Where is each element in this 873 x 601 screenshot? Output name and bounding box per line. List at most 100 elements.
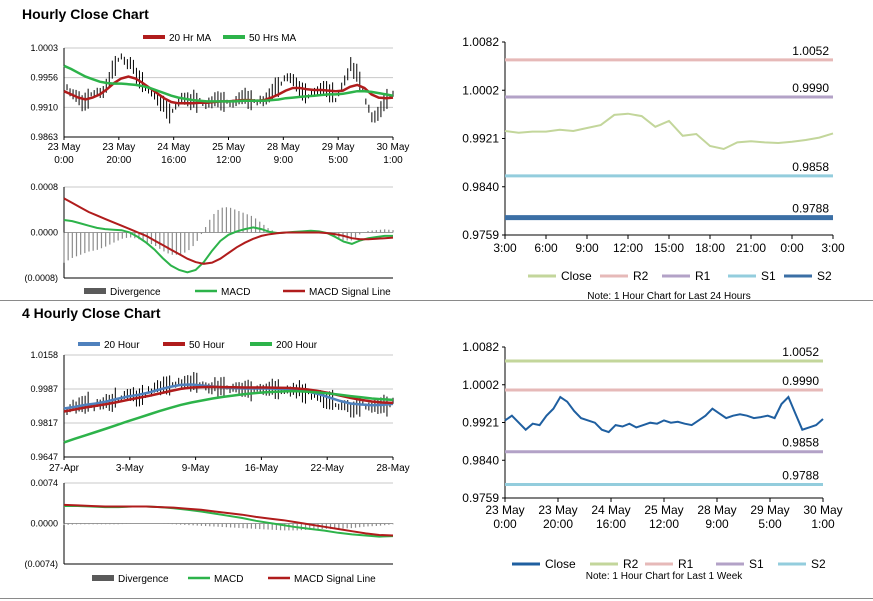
four-hourly-price-ytick: 0.9817 <box>30 418 58 428</box>
hourly-macd-series-macd <box>63 219 393 274</box>
hourly-levels-level-label-s1: 0.9858 <box>792 160 829 174</box>
hourly-price-xtick-date: 23 May <box>102 142 135 153</box>
hourly-macd-ytick: 0.0008 <box>30 182 58 192</box>
hourly-price-xtick-date: 23 May <box>48 142 81 153</box>
four-hourly-macd-series-macd-signal-line <box>63 503 394 537</box>
hourly-price-xtick-time: 0:00 <box>54 155 74 166</box>
hourly-levels-legend-r1-label: R1 <box>695 269 711 283</box>
hourly-levels-xtick: 0:00 <box>780 241 804 255</box>
four-hourly-macd-legend-macd-signal-line-label: MACD Signal Line <box>294 574 376 585</box>
four-hourly-levels-xtick-time: 12:00 <box>649 517 679 531</box>
hourly-levels-series-close <box>504 112 834 151</box>
four-hourly-price-ytick: 0.9987 <box>30 384 58 394</box>
hourly-macd-legend-macd-label: MACD <box>221 287 250 298</box>
hourly-price-xtick-date: 25 May <box>212 142 245 153</box>
hourly-levels-note: Note: 1 Hour Chart for Last 24 Hours <box>587 291 750 302</box>
four-hourly-levels-ytick: 1.0082 <box>462 340 499 354</box>
four-hourly-levels-legend-r2-label: R2 <box>623 557 639 571</box>
four-hourly-macd-ytick: 0.0000 <box>30 519 58 529</box>
hourly-price-xtick-time: 16:00 <box>161 155 186 166</box>
hourly-levels-ytick: 0.9921 <box>462 132 499 146</box>
four-hourly-macd-ytick: 0.0074 <box>30 478 58 488</box>
hourly-levels-xtick: 21:00 <box>736 241 766 255</box>
four-hourly-levels-xtick-date: 30 May <box>803 503 842 517</box>
four-hourly-levels-xtick-time: 20:00 <box>543 517 573 531</box>
hourly-levels-legend-r2-label: R2 <box>633 269 649 283</box>
hourly-levels-xtick: 6:00 <box>534 241 558 255</box>
hourly-macd-chart: 0.0008 0.0000 (0.0008) Divergence MACD MACD S… <box>24 182 394 298</box>
hourly-levels-level-label-s2: 0.9788 <box>792 202 829 216</box>
hourly-levels-chart: 1.0082 1.0002 0.9921 0.9840 0.9759 1.0052 0.99… <box>462 35 845 302</box>
four-hourly-section-title: 4 Hourly Close Chart <box>22 305 161 321</box>
four-hourly-levels-level-label-s1: 0.9858 <box>782 436 819 450</box>
hourly-macd-ytick: 0.0000 <box>30 228 58 238</box>
hourly-price-xtick-date: 28 May <box>267 142 300 153</box>
hourly-price-ytick: 0.9863 <box>30 132 58 142</box>
four-hourly-price-ytick: 0.9647 <box>30 452 58 462</box>
hourly-macd-legend-macd-signal-line-label: MACD Signal Line <box>309 287 391 298</box>
bottom-divider <box>0 598 873 599</box>
hourly-price-ytick: 0.9910 <box>30 102 58 112</box>
hourly-levels-ytick: 0.9840 <box>462 180 499 194</box>
hourly-levels-legend-s2-label: S2 <box>817 269 832 283</box>
hourly-macd-series-macd-signal-line <box>63 197 394 265</box>
hourly-price-legend-20hr-ma-label: 20 Hr MA <box>169 33 212 44</box>
hourly-price-xtick-time: 9:00 <box>274 155 294 166</box>
hourly-price-ytick: 1.0003 <box>30 43 58 53</box>
four-hourly-levels-xtick-date: 29 May <box>750 503 789 517</box>
four-hourly-levels-legend-r1-label: R1 <box>678 557 694 571</box>
four-hourly-price-xtick: 28-May <box>376 463 409 474</box>
four-hourly-levels-chart: 1.0082 1.0002 0.9921 0.9840 0.9759 1.0052 0.99… <box>462 340 842 582</box>
four-hourly-macd-legend-macd-label: MACD <box>214 574 243 585</box>
hourly-levels-ytick: 1.0002 <box>462 83 499 97</box>
hourly-macd-legend-divergence-label: Divergence <box>110 287 161 298</box>
four-hourly-macd-ytick: (0.0074) <box>24 559 58 569</box>
hourly-levels-ytick: 0.9759 <box>462 228 499 242</box>
hourly-levels-xtick: 15:00 <box>654 241 684 255</box>
four-hourly-levels-legend-close-label: Close <box>545 557 576 571</box>
four-hourly-levels-xtick-date: 25 May <box>644 503 683 517</box>
hourly-levels-legend-close-label: Close <box>561 269 592 283</box>
four-hourly-price-xtick: 22-May <box>311 463 344 474</box>
four-hourly-price-legend-50-hour-label: 50 Hour <box>189 340 225 351</box>
four-hourly-levels-xtick-time: 0:00 <box>493 517 517 531</box>
hourly-price-series-50-hrs-ma <box>63 64 394 103</box>
four-hourly-macd-chart: 0.0074 0.0000 (0.0074) Divergence MACD MACD S… <box>24 478 394 585</box>
four-hourly-macd-legend-divergence-label: Divergence <box>118 574 169 585</box>
four-hourly-price-xtick: 16-May <box>245 463 278 474</box>
hourly-levels-level-label-r1: 0.9990 <box>792 81 829 95</box>
four-hourly-levels-xtick-date: 23 May <box>485 503 524 517</box>
hourly-levels-level-label-r2: 1.0052 <box>792 44 829 58</box>
hourly-price-xtick-time: 20:00 <box>106 155 131 166</box>
four-hourly-levels-level-label-s2: 0.9788 <box>782 468 819 482</box>
four-hourly-price-legend-20-hour-label: 20 Hour <box>104 340 140 351</box>
four-hourly-levels-xtick-date: 23 May <box>538 503 577 517</box>
section-divider <box>0 300 873 301</box>
four-hourly-levels-xtick-time: 5:00 <box>758 517 782 531</box>
four-hourly-levels-ytick: 1.0002 <box>462 378 499 392</box>
hourly-price-xtick-date: 29 May <box>322 142 355 153</box>
hourly-levels-xtick: 9:00 <box>575 241 599 255</box>
four-hourly-macd-series-macd <box>64 505 394 538</box>
four-hourly-levels-legend-s1-label: S1 <box>749 557 764 571</box>
four-hourly-levels-level-label-r1: 0.9990 <box>782 374 819 388</box>
four-hourly-levels-xtick-time: 9:00 <box>705 517 729 531</box>
four-hourly-levels-series-close <box>504 395 824 434</box>
hourly-levels-xtick: 12:00 <box>613 241 643 255</box>
four-hourly-levels-xtick-time: 16:00 <box>596 517 626 531</box>
hourly-price-xtick-time: 12:00 <box>216 155 241 166</box>
four-hourly-levels-note: Note: 1 Hour Chart for Last 1 Week <box>586 571 744 582</box>
hourly-levels-legend-s1-label: S1 <box>761 269 776 283</box>
four-hourly-levels-xtick-date: 28 May <box>697 503 736 517</box>
four-hourly-levels-ytick: 0.9921 <box>462 416 499 430</box>
four-hourly-price-series-200-hour <box>63 390 394 444</box>
hourly-section-title: Hourly Close Chart <box>22 6 149 22</box>
hourly-levels-xtick: 3:00 <box>493 241 517 255</box>
four-hourly-price-xtick: 27-Apr <box>49 463 80 474</box>
four-hourly-price-legend-200-hour-label: 200 Hour <box>276 340 318 351</box>
hourly-price-ytick: 0.9956 <box>30 73 58 83</box>
hourly-price-xtick-date: 30 May <box>377 142 410 153</box>
four-hourly-levels-legend-s2-label: S2 <box>811 557 826 571</box>
